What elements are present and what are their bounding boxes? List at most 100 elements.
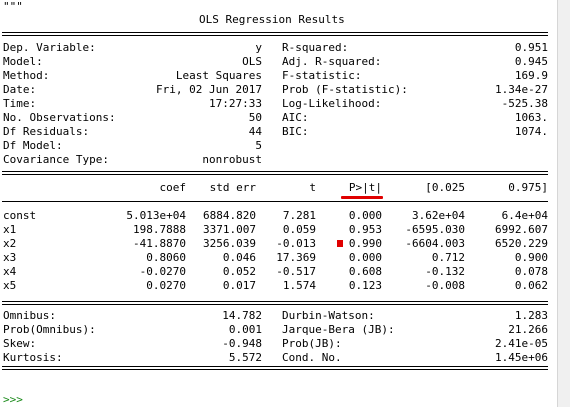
coef-cell-lo: -0.132 — [425, 265, 465, 278]
bottom-double-rule — [2, 366, 548, 370]
summary-left-label: Date: — [3, 83, 37, 96]
coef-row: x5 0.0270 0.017 1.574 0.123 -0.008 0.062 — [0, 279, 570, 292]
diag-right-label: Durbin-Watson: — [282, 309, 375, 322]
docstring-open: """ — [3, 0, 23, 13]
header-ci-upper: 0.975] — [508, 181, 548, 194]
summary-left-label: Covariance Type: — [3, 153, 109, 166]
coef-row-name: x5 — [3, 279, 17, 292]
summary-left-value: Least Squares — [175, 69, 262, 82]
summary-left-value: 17:27:33 — [209, 97, 262, 110]
coef-cell-p: 0.990 — [348, 237, 382, 250]
coef-row: x3 0.8060 0.046 17.369 0.000 0.712 0.900 — [0, 251, 570, 264]
summary-left-value: nonrobust — [202, 153, 262, 166]
coef-table-header: coef std err t P>|t| [0.025 0.975] — [0, 181, 570, 194]
coef-row-name: x4 — [3, 265, 17, 278]
summary-left-value: 44 — [248, 125, 262, 138]
coef-cell-t: 17.369 — [276, 251, 316, 264]
coef-row-name: x1 — [3, 223, 17, 236]
header-ci-lower: [0.025 — [425, 181, 465, 194]
vertical-scrollbar[interactable] — [557, 0, 570, 407]
diag-left-label: Skew: — [3, 337, 37, 350]
summary-right-value: -525.38 — [501, 97, 548, 110]
summary-right-label: F-statistic: — [282, 69, 362, 82]
header-t: t — [309, 181, 316, 194]
coef-cell-t: 1.574 — [282, 279, 316, 292]
summary-left-label: Df Residuals: — [3, 125, 90, 138]
coef-cell-hi: 0.078 — [514, 265, 548, 278]
coef-cell-t: -0.013 — [276, 237, 316, 250]
coef-cell-se: 6884.820 — [203, 209, 256, 222]
coef-cell-se: 3371.007 — [203, 223, 256, 236]
summary-right-value: 0.945 — [514, 55, 548, 68]
summary-right-value: 1063. — [514, 111, 548, 124]
header-p-value: P>|t| — [348, 181, 382, 194]
coef-cell-p: 0.953 — [348, 223, 382, 236]
summary-right-label: Prob (F-statistic): — [282, 83, 408, 96]
coef-cell-p: 0.000 — [348, 251, 382, 264]
diag-left-value: 0.001 — [228, 323, 262, 336]
coef-header-rule — [2, 201, 548, 202]
coef-cell-p: 0.000 — [348, 209, 382, 222]
coef-cell-coef: -41.8870 — [133, 237, 186, 250]
coef-cell-lo: -0.008 — [425, 279, 465, 292]
coef-row: x4 -0.0270 0.052 -0.517 0.608 -0.132 0.078 — [0, 265, 570, 278]
diag-right-value: 2.41e-05 — [495, 337, 548, 350]
summary-left-value: OLS — [242, 55, 262, 68]
coef-cell-lo: -6604.003 — [405, 237, 465, 250]
diag-right-label: Jarque-Bera (JB): — [282, 323, 395, 336]
summary-left-label: Method: — [3, 69, 50, 82]
python-prompt[interactable]: >>> — [3, 393, 23, 406]
summary-right-label: Log-Likelihood: — [282, 97, 382, 110]
top-double-rule — [2, 32, 548, 36]
diag-right-label: Prob(JB): — [282, 337, 342, 350]
coef-cell-t: 0.059 — [282, 223, 316, 236]
coef-row-name: const — [3, 209, 37, 222]
summary-right-value: 0.951 — [514, 41, 548, 54]
pvalue-underline-annotation — [341, 196, 383, 199]
summary-left-label: Time: — [3, 97, 37, 110]
coef-cell-coef: 0.8060 — [146, 251, 186, 264]
header-coef: coef — [159, 181, 187, 194]
coef-row-name: x2 — [3, 237, 17, 250]
header-std-err: std err — [209, 181, 256, 194]
coef-row-name: x3 — [3, 251, 17, 264]
summary-right-value: 1074. — [514, 125, 548, 138]
coef-cell-se: 0.046 — [222, 251, 256, 264]
summary-right-label: Adj. R-squared: — [282, 55, 382, 68]
coef-row: const 5.013e+04 6884.820 7.281 0.000 3.62e+04… — [0, 209, 570, 222]
summary-right-value: 169.9 — [514, 69, 548, 82]
coef-cell-lo: 0.712 — [431, 251, 465, 264]
diag-left-label: Omnibus: — [3, 309, 56, 322]
diag-right-value: 1.45e+06 — [495, 351, 548, 364]
diag-left-label: Prob(Omnibus): — [3, 323, 96, 336]
coef-cell-hi: 6520.229 — [495, 237, 548, 250]
results-title: OLS Regression Results — [199, 13, 345, 26]
diag-left-value: 14.782 — [222, 309, 262, 322]
coef-cell-lo: 3.62e+04 — [412, 209, 465, 222]
coef-cell-hi: 0.062 — [514, 279, 548, 292]
coef-cell-hi: 6992.607 — [495, 223, 548, 236]
summary-right-label: R-squared: — [282, 41, 349, 54]
coef-cell-coef: -0.0270 — [139, 265, 186, 278]
diag-left-value: 5.572 — [228, 351, 262, 364]
summary-right-label: BIC: — [282, 125, 309, 138]
coef-cell-coef: 198.7888 — [133, 223, 186, 236]
coef-cell-se: 3256.039 — [203, 237, 256, 250]
diag-right-label: Cond. No. — [282, 351, 342, 364]
diag-double-rule — [2, 301, 548, 305]
coef-cell-se: 0.017 — [222, 279, 256, 292]
coef-cell-p: 0.123 — [348, 279, 382, 292]
coef-row: x1 198.7888 3371.007 0.059 0.953 -6595.030 699… — [0, 223, 570, 236]
summary-left-value: 5 — [255, 139, 262, 152]
summary-left-label: Dep. Variable: — [3, 41, 96, 54]
coef-cell-se: 0.052 — [222, 265, 256, 278]
summary-left-label: Model: — [3, 55, 43, 68]
coef-row: x2 -41.8870 3256.039 -0.013 0.990 -6604.003 65… — [0, 237, 570, 250]
coef-cell-lo: -6595.030 — [405, 223, 465, 236]
summary-left-label: No. Observations: — [3, 111, 116, 124]
diag-left-label: Kurtosis: — [3, 351, 63, 364]
diag-left-value: -0.948 — [222, 337, 262, 350]
coef-cell-hi: 6.4e+04 — [501, 209, 548, 222]
coef-cell-t: 7.281 — [282, 209, 316, 222]
coef-cell-p: 0.608 — [348, 265, 382, 278]
